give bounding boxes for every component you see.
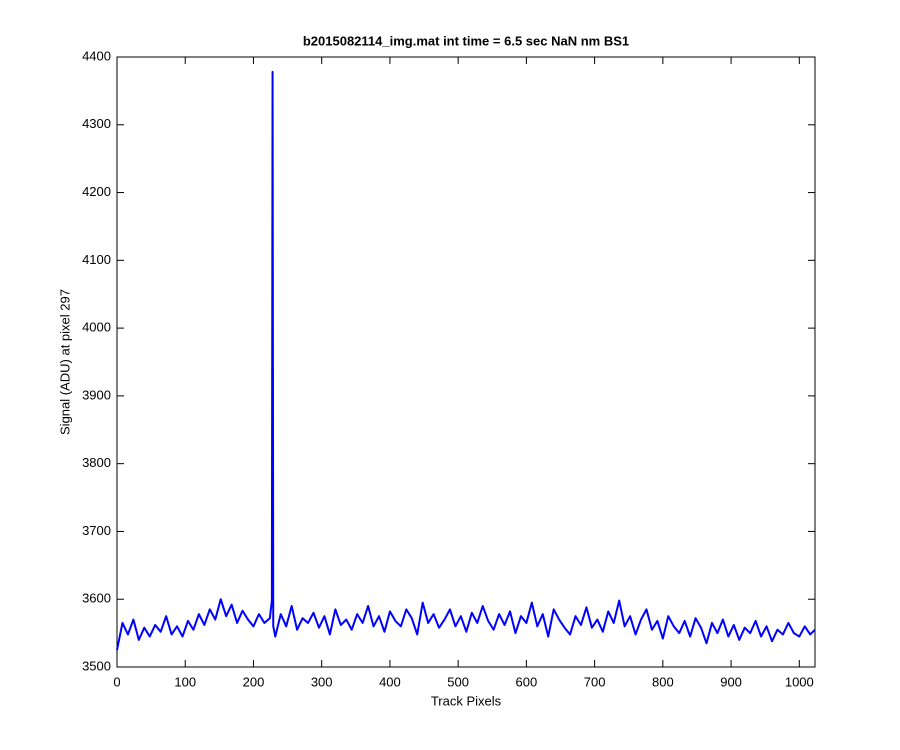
y-tick-label: 3900: [82, 387, 111, 402]
x-tick-label: 600: [516, 674, 538, 689]
y-tick-label: 3500: [82, 658, 111, 673]
y-axis-label: Signal (ADU) at pixel 297: [57, 289, 72, 435]
y-tick-label: 4200: [82, 184, 111, 199]
y-tick-label: 3600: [82, 591, 111, 606]
x-tick-label: 500: [447, 674, 469, 689]
x-axis-label: Track Pixels: [431, 693, 502, 708]
y-tick-label: 4000: [82, 320, 111, 335]
y-tick-label: 4400: [82, 48, 111, 63]
x-tick-label: 1000: [785, 674, 814, 689]
x-tick-label: 200: [243, 674, 265, 689]
x-tick-label: 800: [652, 674, 674, 689]
data-line: [116, 70, 816, 651]
y-tick-label: 4100: [82, 252, 111, 267]
y-tick-label: 3700: [82, 523, 111, 538]
x-tick-label: 700: [584, 674, 606, 689]
y-tick-label: 4300: [82, 116, 111, 131]
x-tick-label: 400: [379, 674, 401, 689]
y-tick-label: 3800: [82, 455, 111, 470]
chart-title: b2015082114_img.mat int time = 6.5 sec N…: [303, 33, 629, 48]
x-tick-label: 100: [174, 674, 196, 689]
x-tick-label: 900: [720, 674, 742, 689]
x-tick-label: 0: [113, 674, 120, 689]
plot-box: [116, 56, 816, 668]
x-tick-label: 300: [311, 674, 333, 689]
